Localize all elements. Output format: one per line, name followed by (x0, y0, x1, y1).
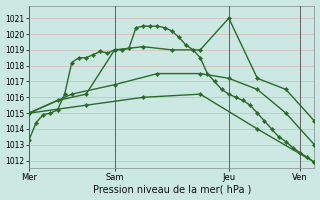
X-axis label: Pression niveau de la mer( hPa ): Pression niveau de la mer( hPa ) (92, 184, 251, 194)
